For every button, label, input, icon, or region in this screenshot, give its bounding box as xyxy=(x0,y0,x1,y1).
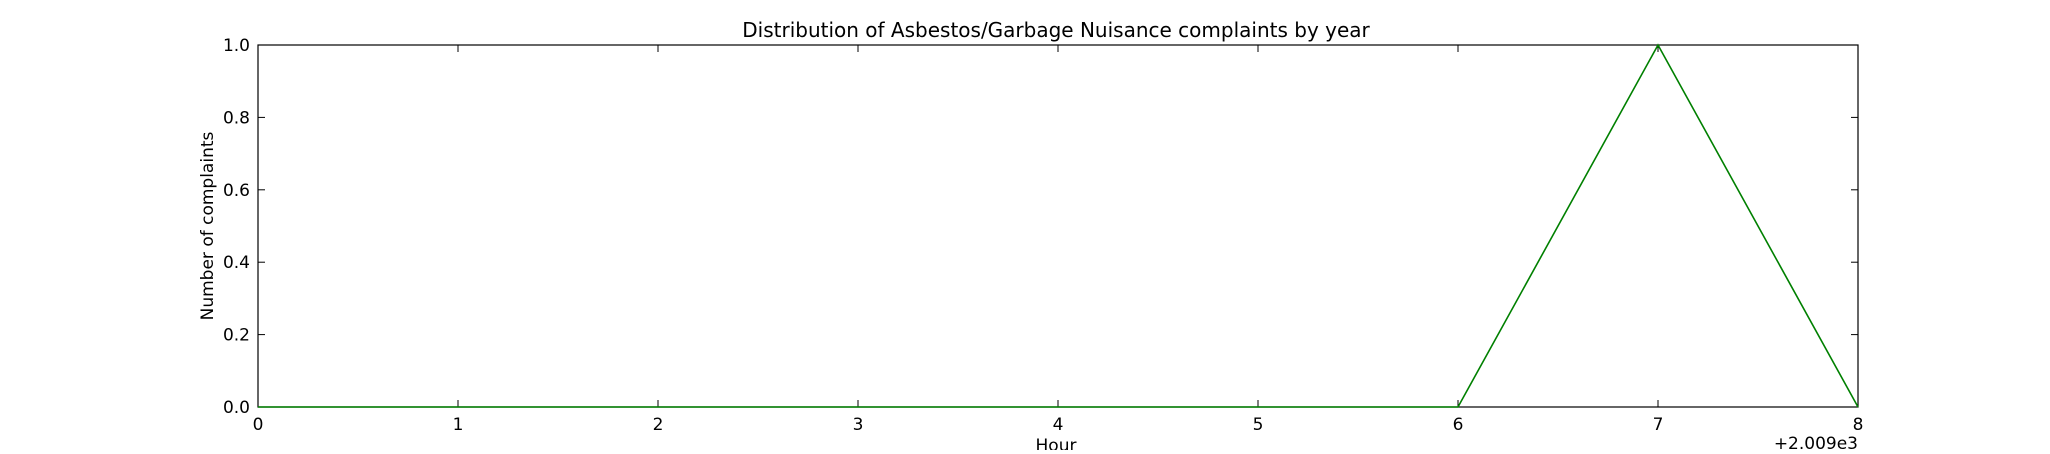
x-axis-label: Hour xyxy=(1036,436,1077,450)
y-tick-label: 1.0 xyxy=(223,36,250,56)
x-tick-label: 0 xyxy=(253,415,264,435)
x-tick-label: 2 xyxy=(653,415,664,435)
x-axis-offset-label: +2.009e3 xyxy=(1774,434,1858,450)
plot-frame xyxy=(257,44,1859,408)
plot-area: 0 1 2 3 4 5 6 7 8 0.0 0.2 0.4 0.6 0.8 1.0 xyxy=(223,36,1863,435)
x-tick-label: 6 xyxy=(1453,415,1464,435)
chart-title: Distribution of Asbestos/Garbage Nuisanc… xyxy=(742,18,1370,42)
y-tick-label: 0.0 xyxy=(223,398,250,418)
x-tick-label: 5 xyxy=(1253,415,1264,435)
x-tick-label: 4 xyxy=(1053,415,1064,435)
series-line xyxy=(258,43,1859,408)
y-tick-label: 0.8 xyxy=(223,108,250,128)
y-axis-label: Number of complaints xyxy=(198,131,218,320)
y-tick-label: 0.2 xyxy=(223,326,250,346)
x-tick-label: 3 xyxy=(853,415,864,435)
x-tick-label: 1 xyxy=(453,415,464,435)
x-tick-label: 8 xyxy=(1853,415,1864,435)
x-tick-label: 7 xyxy=(1653,415,1664,435)
y-tick-label: 0.6 xyxy=(223,181,250,201)
y-tick-label: 0.4 xyxy=(223,253,250,273)
